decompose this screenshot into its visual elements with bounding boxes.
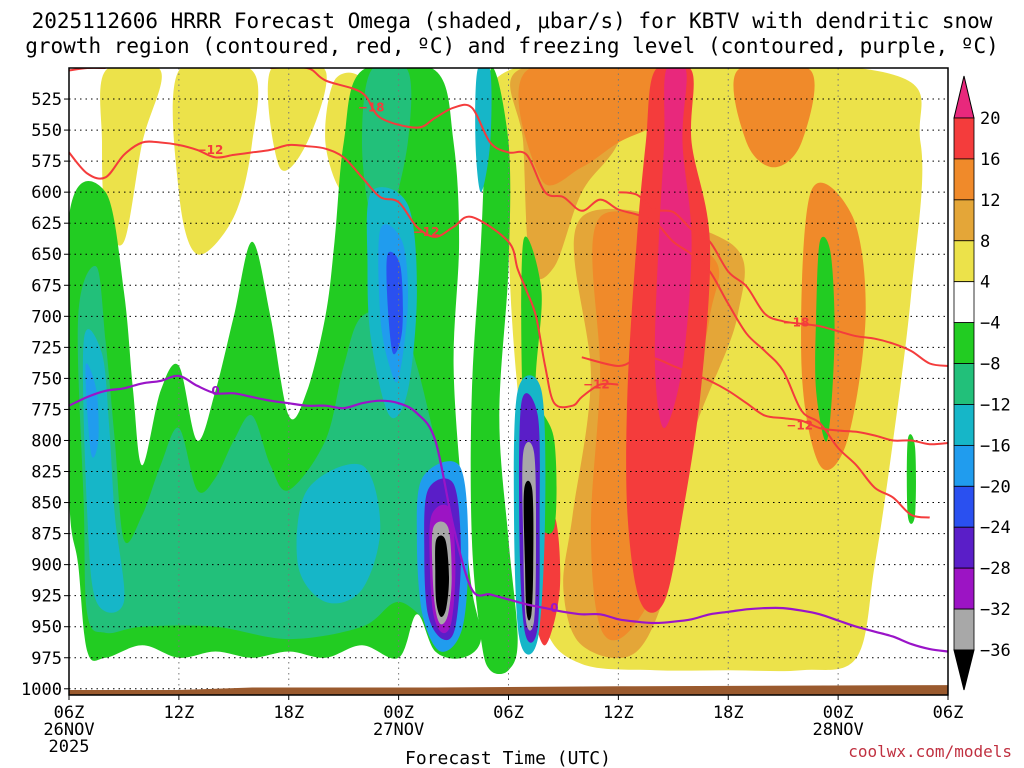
- chart-title-line1: 2025112606 HRRR Forecast Omega (shaded, …: [31, 9, 993, 33]
- chart-title-line2: growth region (contoured, red, ºC) and f…: [25, 34, 999, 58]
- y-tick-label: 975: [31, 649, 62, 669]
- colorbar-bin: [953, 526, 975, 569]
- y-tick-label: 625: [31, 214, 62, 234]
- y-tick-label: 850: [31, 494, 62, 514]
- colorbar-label: 4: [980, 273, 990, 293]
- y-tick-label: 800: [31, 431, 62, 451]
- y-tick-label: 875: [31, 525, 62, 545]
- colorbar-label: −12: [980, 395, 1011, 415]
- x-tick-label: 18Z: [713, 703, 744, 723]
- contour-label: 0: [211, 384, 219, 398]
- omega-shaded-region: [654, 68, 692, 429]
- x-tick-label: 27NOV: [373, 720, 424, 740]
- colorbar-bin: [953, 240, 975, 283]
- omega-shaded-region: [172, 68, 259, 255]
- credit-text: coolwx.com/models: [848, 742, 1012, 761]
- y-tick-label: 925: [31, 587, 62, 607]
- dgz-contour-line: [581, 356, 948, 446]
- x-tick-label: 00Z: [383, 703, 414, 723]
- contour-label: −18: [783, 316, 810, 330]
- y-tick-label: 825: [31, 463, 62, 483]
- omega-shaded-region: [906, 434, 916, 524]
- colorbar-label: 12: [980, 191, 1000, 211]
- omega-shaded-region: [470, 68, 518, 675]
- colorbar-label: −24: [980, 518, 1011, 538]
- dgz-contour-line: [69, 68, 106, 72]
- colorbar-bottom-arrow: [953, 649, 975, 691]
- x-axis-title: Forecast Time (UTC): [405, 748, 611, 768]
- colorbar-label: −36: [980, 641, 1011, 661]
- x-tick-label: 00Z: [823, 703, 854, 723]
- omega-shaded-region: [518, 68, 684, 186]
- colorbar-bin: [953, 199, 975, 242]
- colorbar-label: −8: [980, 355, 1000, 375]
- colorbar-label: −28: [980, 559, 1011, 579]
- colorbar-bin: [953, 158, 975, 201]
- omega-shaded-region: [523, 480, 534, 621]
- omega-shaded-region: [296, 463, 381, 604]
- omega-shaded-region: [733, 68, 815, 168]
- y-tick-label: 700: [31, 307, 62, 327]
- x-tick-label: 12Z: [603, 703, 634, 723]
- colorbar-label: 8: [980, 232, 990, 252]
- dgz-contour-line: [618, 191, 948, 367]
- y-tick-label: 550: [31, 121, 62, 141]
- y-tick-label: 950: [31, 618, 62, 638]
- x-tick-label: 28NOV: [813, 720, 864, 740]
- freezing-level-line: [69, 374, 948, 653]
- colorbar-bin: [953, 117, 975, 160]
- contour-label: −12: [786, 419, 813, 433]
- contour-label: −18: [358, 101, 385, 115]
- omega-shaded-region: [100, 68, 162, 246]
- dgz-contour-line: [270, 68, 930, 519]
- y-tick-label: 575: [31, 152, 62, 172]
- y-tick-label: 725: [31, 338, 62, 358]
- terrain-surface: [69, 685, 948, 695]
- y-tick-label: 525: [31, 90, 62, 110]
- x-tick-label: 18Z: [273, 703, 304, 723]
- y-tick-label: 675: [31, 276, 62, 296]
- colorbar-bin: [953, 322, 975, 364]
- contour-label: 0: [550, 601, 558, 615]
- colorbar-bin: [953, 281, 975, 324]
- y-tick-label: 775: [31, 400, 62, 420]
- colorbar-label: −20: [980, 477, 1011, 497]
- x-tick-label: 2025: [49, 737, 90, 757]
- contour-label: −12: [413, 225, 440, 239]
- x-tick-label: 06Z: [933, 703, 964, 723]
- x-tick-label: 12Z: [164, 703, 195, 723]
- contour-label: −12: [197, 143, 224, 157]
- colorbar-label: −32: [980, 600, 1011, 620]
- omega-shaded-region: [267, 68, 327, 171]
- x-tick-label: 26NOV: [43, 720, 94, 740]
- omega-shaded-region: [85, 363, 99, 458]
- colorbar-bin: [953, 444, 975, 487]
- contour-label: −12: [583, 378, 610, 392]
- y-tick-label: 1000: [21, 680, 62, 700]
- y-tick-label: 900: [31, 556, 62, 576]
- y-tick-label: 650: [31, 245, 62, 265]
- colorbar-top-arrow: [953, 75, 975, 119]
- colorbar-bin: [953, 404, 975, 446]
- colorbar-bin: [953, 567, 975, 610]
- colorbar-label: 16: [980, 150, 1000, 170]
- colorbar-bin: [953, 485, 975, 528]
- omega-shaded-region: [435, 535, 450, 617]
- omega-shaded-region: [815, 236, 835, 442]
- colorbar-label: −16: [980, 436, 1011, 456]
- y-tick-label: 600: [31, 183, 62, 203]
- colorbar-bin: [953, 363, 975, 405]
- dgz-contour-line: [69, 140, 619, 409]
- colorbar-label: −4: [980, 314, 1000, 334]
- x-tick-label: 06Z: [493, 703, 524, 723]
- x-tick-label: 06Z: [54, 703, 85, 723]
- y-tick-label: 750: [31, 369, 62, 389]
- colorbar-bin: [953, 608, 975, 651]
- colorbar-label: 20: [980, 109, 1000, 129]
